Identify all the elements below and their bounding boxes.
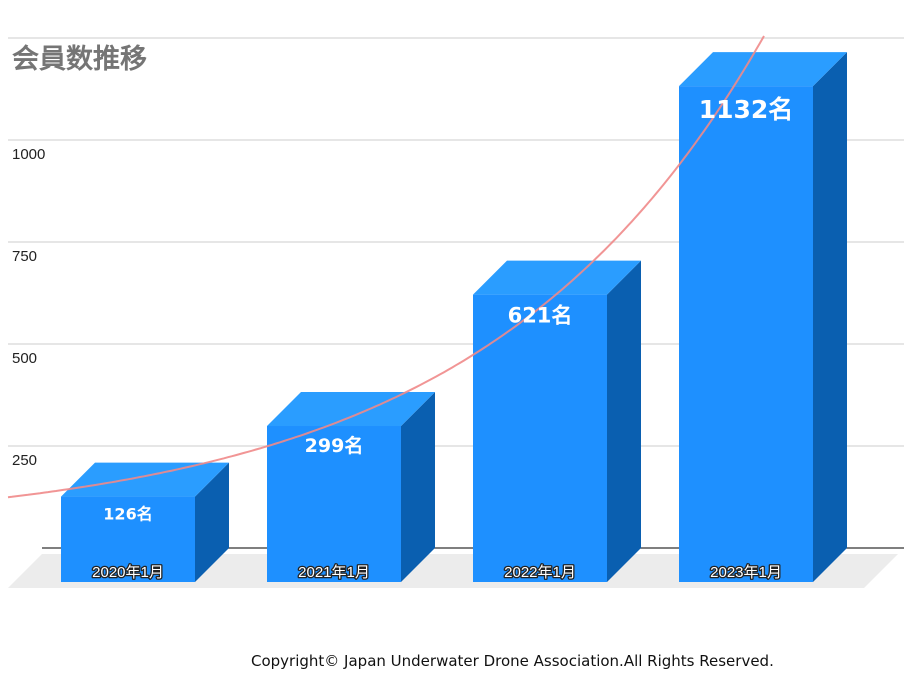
bar (473, 260, 641, 582)
data-label: 1132名 (699, 95, 794, 124)
bar (267, 392, 435, 582)
chart-title: 会員数推移 (12, 44, 147, 75)
bar-front (679, 86, 813, 583)
x-tick-label: 2022年1月 (504, 564, 576, 581)
bar-top (267, 392, 435, 427)
data-label: 621名 (508, 304, 573, 328)
bar-side (813, 52, 847, 583)
x-tick-label: 2023年1月 (710, 564, 782, 581)
bar-front (473, 294, 607, 582)
bar-side (401, 392, 435, 582)
bar-front (61, 496, 195, 582)
bar (61, 462, 229, 582)
bar-side (607, 260, 641, 582)
y-tick-label: 500 (12, 350, 37, 367)
copyright-notice: Copyright© Japan Underwater Drone Associ… (251, 652, 774, 670)
y-tick-label: 1000 (12, 146, 45, 163)
y-tick-label: 750 (12, 248, 37, 265)
bar (679, 52, 847, 583)
bar-side (195, 462, 229, 582)
bar-top (473, 260, 641, 295)
x-tick-label: 2020年1月 (92, 564, 164, 581)
data-label: 126名 (103, 505, 152, 524)
chart-floor (8, 554, 898, 588)
trend-line (7, 35, 765, 499)
bar-front (267, 426, 401, 582)
y-tick-label: 250 (12, 452, 37, 469)
data-label: 299名 (305, 434, 364, 457)
x-tick-label: 2021年1月 (298, 564, 370, 581)
bar-top (61, 462, 229, 497)
bar-top (679, 52, 847, 87)
